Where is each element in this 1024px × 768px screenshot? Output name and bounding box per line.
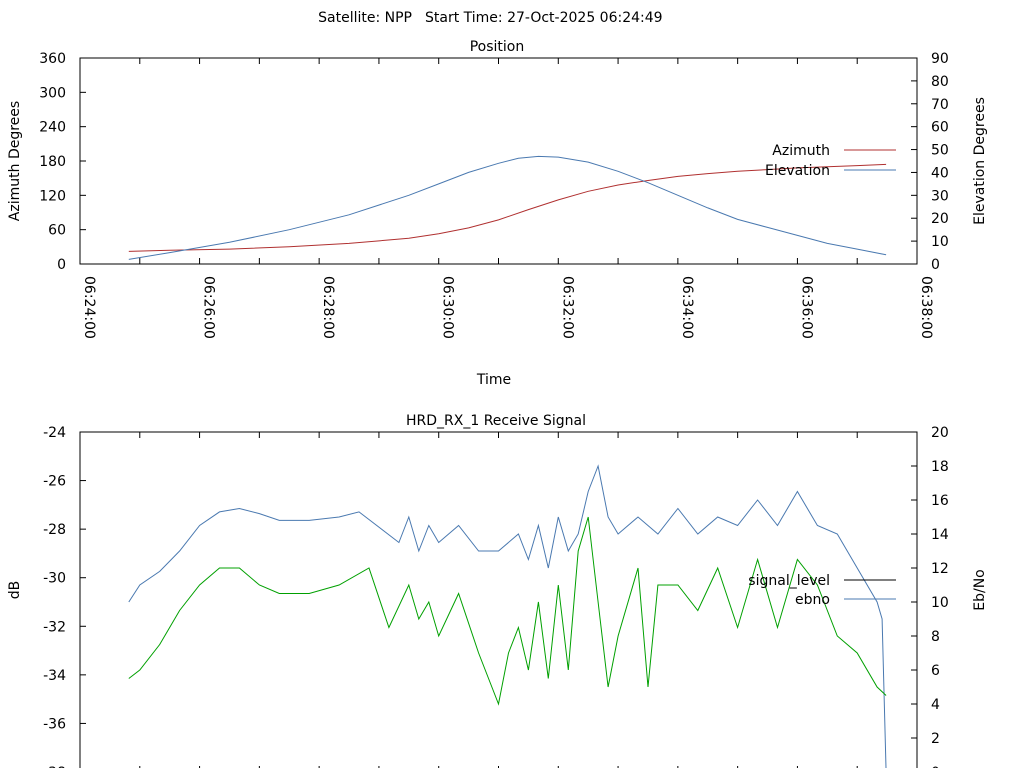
receive-signal-chart: HRD_RX_1 Receive Signal -38-36-34-32-30-… <box>7 413 988 768</box>
receive-series-ebno <box>128 464 887 768</box>
position-y2tick-label: 30 <box>931 188 949 204</box>
position-xtick-label: 06:24:00 <box>81 276 97 339</box>
receive-plot-border <box>79 431 918 768</box>
receive-ytick-label: -26 <box>43 474 66 490</box>
receive-series-ebno-green <box>128 516 887 706</box>
position-ytick-label: 360 <box>39 51 66 67</box>
position-y2tick-label: 70 <box>931 97 949 113</box>
receive-y2tick-label: 10 <box>931 595 949 611</box>
legend-azimuth-label: Azimuth <box>772 143 830 159</box>
receive-ytick-label: -36 <box>43 716 66 732</box>
position-ytick-label: 180 <box>39 154 66 170</box>
position-xlabel: Time <box>476 372 511 388</box>
receive-ticks: -38 -36 -34 -32 -30 -28 -26 -24 0 2 4 6 8 10 12 14 16 18 2… <box>43 425 949 768</box>
receive-y2tick-label: 6 <box>931 663 940 679</box>
receive-y2tick-label: 18 <box>931 459 949 475</box>
position-y2tick-label: 50 <box>931 143 949 159</box>
position-series-Elevation <box>128 155 887 260</box>
receive-signal-title: HRD_RX_1 Receive Signal <box>406 413 586 429</box>
receive-ylabel: dB <box>7 581 23 600</box>
receive-ytick-label: -38 <box>43 765 66 768</box>
position-xtick-label: 06:36:00 <box>798 276 814 339</box>
legend-signal-level-label: signal_level <box>748 573 830 589</box>
position-y2tick-label: 40 <box>931 165 949 181</box>
receive-ytick-label: -28 <box>43 522 66 538</box>
position-xtick-label: 06:28:00 <box>320 276 336 339</box>
receive-ytick-label: -24 <box>43 425 66 441</box>
position-ytick-label: 0 <box>57 257 66 273</box>
receive-y2tick-label: 12 <box>931 561 949 577</box>
position-ytick-label: 240 <box>39 120 66 136</box>
start-time-label: Start Time: 27-Oct-2025 06:24:49 <box>425 10 663 26</box>
position-ylabel: Azimuth Degrees <box>7 101 23 221</box>
receive-y2tick-label: 4 <box>931 697 940 713</box>
position-y2label: Elevation Degrees <box>972 97 988 225</box>
position-title: Position <box>470 39 525 55</box>
position-plot-border <box>79 57 918 265</box>
position-xtick-label: 06:32:00 <box>559 276 575 339</box>
position-xtick-label: 06:30:00 <box>440 276 456 339</box>
position-y2tick-label: 20 <box>931 211 949 227</box>
position-y2tick-label: 90 <box>931 51 949 67</box>
receive-y2label: Eb/No <box>972 569 988 611</box>
receive-lines <box>128 464 887 768</box>
position-y2tick-label: 60 <box>931 120 949 136</box>
receive-ytick-label: -30 <box>43 571 66 587</box>
receive-ytick-label: -32 <box>43 619 66 635</box>
receive-y2tick-label: 2 <box>931 731 940 747</box>
receive-y2tick-label: 16 <box>931 493 949 509</box>
legend-elevation-label: Elevation <box>765 163 830 179</box>
position-xtick-label: 06:38:00 <box>918 276 934 339</box>
position-ticks: 0 60 120 180 240 300 360 0 10 20 30 40 50 60 70 80 90 06:… <box>39 51 949 339</box>
position-y2tick-label: 80 <box>931 74 949 90</box>
position-xtick-label: 06:34:00 <box>679 276 695 339</box>
position-y2tick-label: 0 <box>931 257 940 273</box>
satellite-label: Satellite: NPP <box>318 10 412 26</box>
receive-y2tick-label: 20 <box>931 425 949 441</box>
position-legend: Azimuth Elevation <box>765 143 896 179</box>
receive-legend: signal_level ebno <box>748 573 896 608</box>
position-y2tick-label: 10 <box>931 234 949 250</box>
receive-y2tick-label: 0 <box>931 765 940 768</box>
legend-ebno-label: ebno <box>795 592 830 608</box>
receive-y2tick-label: 8 <box>931 629 940 645</box>
position-ytick-label: 60 <box>48 223 66 239</box>
position-xtick-label: 06:26:00 <box>201 276 217 339</box>
position-chart: Position 0 60 120 180 240 300 360 0 10 20 30 40 50 60… <box>7 39 988 388</box>
position-ytick-label: 120 <box>39 188 66 204</box>
receive-ytick-label: -34 <box>43 668 66 684</box>
position-lines <box>128 155 887 260</box>
receive-y2tick-label: 14 <box>931 527 949 543</box>
position-series-Azimuth <box>128 163 887 252</box>
position-ytick-label: 300 <box>39 85 66 101</box>
